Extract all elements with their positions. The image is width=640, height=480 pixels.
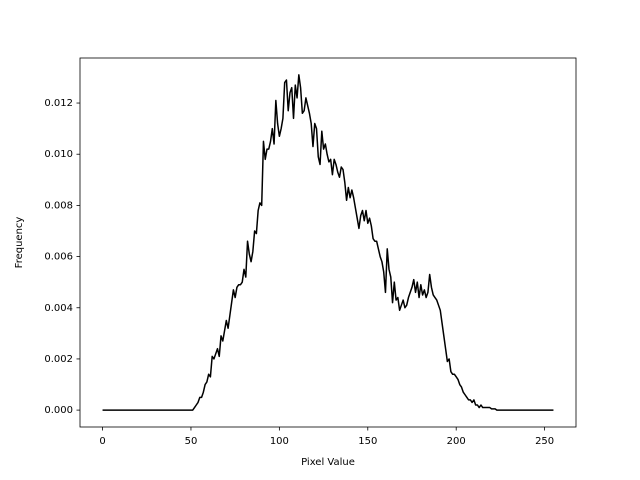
x-tick-label: 150 [358, 436, 377, 447]
y-tick-label: 0.006 [44, 252, 73, 263]
x-axis-label: Pixel Value [301, 457, 355, 468]
y-tick-label: 0.002 [44, 354, 73, 365]
y-tick-label: 0.010 [44, 149, 73, 160]
x-tick-label: 0 [99, 436, 105, 447]
y-tick-label: 0.000 [44, 405, 73, 416]
x-tick-label: 250 [535, 436, 554, 447]
x-tick-label: 100 [270, 436, 289, 447]
y-tick-label: 0.008 [44, 200, 73, 211]
y-tick-label: 0.012 [44, 98, 73, 109]
y-axis-label: Frequency [14, 217, 25, 269]
plot-frame [79, 57, 577, 428]
x-tick-label: 200 [447, 436, 466, 447]
y-tick-label: 0.004 [44, 303, 73, 314]
x-tick-label: 50 [185, 436, 198, 447]
data-line [102, 74, 554, 411]
